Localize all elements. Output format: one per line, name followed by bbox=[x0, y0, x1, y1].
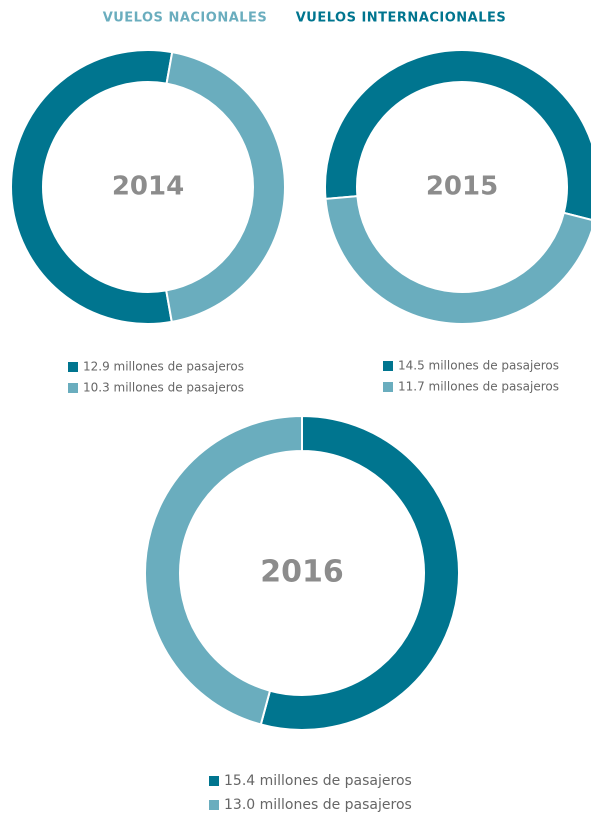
donut-segment bbox=[10, 49, 174, 325]
donut-segment bbox=[165, 50, 287, 324]
legend-label: 10.3 millones de pasajeros bbox=[83, 381, 244, 395]
legend-swatch bbox=[68, 362, 78, 372]
legend-swatch bbox=[209, 800, 219, 810]
header-label: VUELOS NACIONALES bbox=[103, 11, 268, 26]
donut-segment bbox=[324, 49, 591, 221]
legend-swatch bbox=[383, 361, 393, 371]
donut-segment bbox=[143, 414, 303, 726]
donut-segment bbox=[324, 195, 591, 325]
donut-center-label: 2015 bbox=[426, 172, 498, 202]
legend-swatch bbox=[209, 776, 219, 786]
header-label: VUELOS INTERNACIONALES bbox=[296, 11, 507, 26]
legend-swatch bbox=[68, 383, 78, 393]
legend-label: 13.0 millones de pasajeros bbox=[224, 797, 412, 813]
donut-segment bbox=[259, 414, 460, 731]
legend-label: 12.9 millones de pasajeros bbox=[83, 360, 244, 374]
donut-center-label: 2016 bbox=[260, 555, 344, 590]
legend-label: 14.5 millones de pasajeros bbox=[398, 359, 559, 373]
legend-label: 11.7 millones de pasajeros bbox=[398, 380, 559, 394]
legend-label: 15.4 millones de pasajeros bbox=[224, 773, 412, 789]
donut-center-label: 2014 bbox=[112, 172, 184, 202]
legend-swatch bbox=[383, 382, 393, 392]
